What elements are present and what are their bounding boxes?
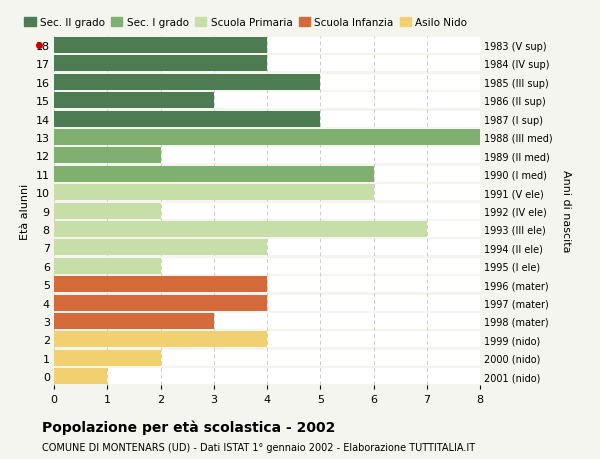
Bar: [54, 74, 480, 91]
Y-axis label: Anni di nascita: Anni di nascita: [561, 170, 571, 252]
Bar: [54, 166, 480, 183]
Bar: [54, 276, 267, 293]
Bar: [54, 38, 480, 54]
Bar: [54, 185, 480, 201]
Bar: [54, 93, 480, 109]
Bar: [54, 295, 480, 311]
Bar: [54, 313, 214, 330]
Bar: [54, 111, 480, 128]
Bar: [54, 203, 161, 219]
Bar: [54, 56, 267, 73]
Bar: [54, 295, 267, 311]
Bar: [54, 331, 267, 348]
Bar: [54, 350, 161, 366]
Bar: [54, 368, 107, 385]
Bar: [54, 240, 267, 256]
Text: Popolazione per età scolastica - 2002: Popolazione per età scolastica - 2002: [42, 420, 335, 435]
Bar: [54, 258, 480, 274]
Bar: [54, 148, 161, 164]
Bar: [54, 313, 480, 330]
Text: COMUNE DI MONTENARS (UD) - Dati ISTAT 1° gennaio 2002 - Elaborazione TUTTITALIA.: COMUNE DI MONTENARS (UD) - Dati ISTAT 1°…: [42, 442, 475, 452]
Bar: [54, 38, 267, 54]
Bar: [54, 258, 161, 274]
Bar: [54, 368, 480, 385]
Bar: [54, 331, 480, 348]
Bar: [54, 221, 480, 238]
Bar: [54, 350, 480, 366]
Bar: [54, 74, 320, 91]
Bar: [54, 203, 480, 219]
Bar: [54, 148, 480, 164]
Bar: [54, 56, 480, 73]
Bar: [54, 221, 427, 238]
Bar: [54, 240, 480, 256]
Bar: [54, 185, 373, 201]
Bar: [54, 111, 320, 128]
Bar: [54, 129, 480, 146]
Bar: [54, 93, 214, 109]
Bar: [54, 276, 480, 293]
Y-axis label: Età alunni: Età alunni: [20, 183, 30, 239]
Bar: [54, 166, 373, 183]
Bar: [54, 129, 480, 146]
Legend: Sec. II grado, Sec. I grado, Scuola Primaria, Scuola Infanzia, Asilo Nido: Sec. II grado, Sec. I grado, Scuola Prim…: [24, 18, 467, 28]
